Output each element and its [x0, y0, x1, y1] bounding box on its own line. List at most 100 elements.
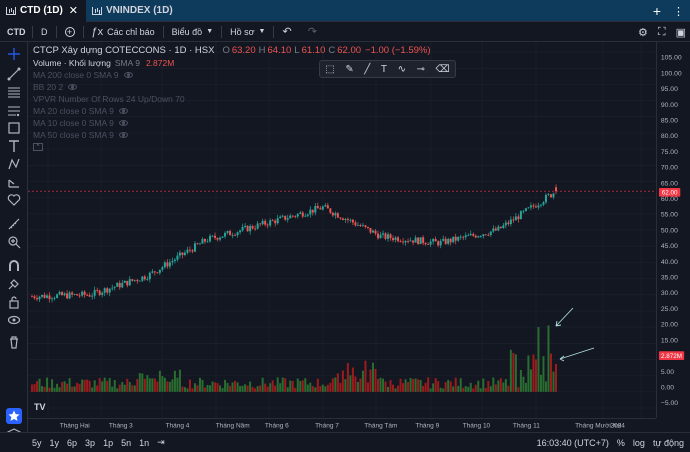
volume-bar	[88, 380, 91, 392]
candle-body	[126, 280, 129, 286]
candle-body	[359, 225, 362, 227]
price-chart[interactable]: TV	[28, 42, 656, 418]
time-tick-label: Tháng 10	[463, 422, 491, 429]
tab-ctd[interactable]: CTD (1D) ✕	[0, 0, 86, 22]
bottom-bar: 5y 1y 6p 3p 1p 5n 1n ⇥ 16:03:40 (UTC+7) …	[0, 432, 690, 452]
volume-bar	[269, 383, 272, 392]
volume-bar	[439, 387, 442, 392]
candle-body	[432, 239, 435, 242]
select-rectangle-icon[interactable]: ⬚	[325, 63, 335, 75]
candle-body	[434, 239, 437, 242]
chart-type-button[interactable]: Biểu đồ ▼	[164, 22, 221, 42]
candle-body	[274, 220, 277, 224]
line-icon[interactable]: ╱	[364, 63, 371, 75]
legend-main-series[interactable]: CTCP Xây dựng COTECCONS · 1D · HSX O 63.2…	[33, 45, 431, 57]
volume-bar	[274, 385, 277, 392]
rectangle-icon[interactable]	[6, 120, 22, 136]
compare-button[interactable]: +	[57, 22, 83, 42]
measure-icon[interactable]	[6, 174, 22, 190]
add-tab-icon[interactable]: +	[652, 3, 661, 19]
range-6m[interactable]: 6p	[67, 437, 78, 448]
auto-toggle[interactable]: tự động	[652, 438, 684, 448]
clock[interactable]: 16:03:40 (UTC+7)	[536, 438, 609, 448]
time-axis[interactable]: Tháng Hai Tháng 3 Tháng 4 Tháng Năm Tháng 6 T…	[28, 418, 656, 432]
legend-study[interactable]: MA 20 close 0 SMA 9	[33, 105, 431, 117]
hidden-eye-icon[interactable]	[118, 120, 128, 126]
crosshair-icon[interactable]	[6, 46, 22, 62]
ruler-icon[interactable]	[6, 216, 22, 232]
candle-body	[512, 219, 515, 221]
volume-bar	[276, 377, 279, 392]
range-1d[interactable]: 1n	[139, 437, 150, 448]
tab-vnindex[interactable]: VNINDEX (1D)	[86, 0, 181, 22]
candle-body	[241, 226, 244, 231]
legend-collapse[interactable]: ^	[33, 141, 431, 153]
eye-icon[interactable]	[6, 312, 22, 328]
candle-body	[356, 225, 359, 226]
favorites-star-icon[interactable]	[6, 408, 22, 424]
profile-button[interactable]: Hồ sơ ▼	[222, 22, 273, 42]
magnet-icon[interactable]	[6, 258, 22, 274]
volume-bar	[537, 327, 540, 392]
text-icon[interactable]: T	[380, 63, 387, 75]
undo-button[interactable]: ↶	[274, 22, 299, 42]
fib-lines-icon[interactable]	[6, 84, 22, 100]
horizontal-ray-icon[interactable]: ⊸	[416, 63, 425, 75]
settings-gear-icon[interactable]: ⚙	[638, 26, 648, 39]
brush-icon[interactable]: ✎	[345, 63, 354, 75]
pattern-icon[interactable]	[6, 102, 22, 118]
volume-bar	[502, 382, 505, 392]
legend-study[interactable]: BB 20 2	[33, 81, 431, 93]
goto-date-icon[interactable]: ⇥	[157, 437, 165, 447]
interval-selector[interactable]: D	[41, 26, 48, 37]
add-symbol-icon: +	[64, 26, 75, 37]
price-tick-label: 25.00	[661, 306, 678, 313]
stay-drawing-icon[interactable]	[6, 276, 22, 292]
legend-study[interactable]: VPVR Number Of Rows 24 Up/Down 70	[33, 93, 431, 105]
candle-body	[121, 282, 124, 288]
legend-volume[interactable]: Volume · Khối lượng SMA 9 2.872M	[33, 57, 431, 69]
hidden-eye-icon[interactable]	[118, 132, 128, 138]
range-1y[interactable]: 1y	[49, 437, 60, 448]
hidden-eye-icon[interactable]	[68, 84, 78, 90]
volume-bar	[442, 388, 445, 392]
volume-bar	[359, 378, 362, 392]
annotation-arrow-lower	[559, 347, 595, 360]
range-5y[interactable]: 5y	[32, 437, 42, 448]
hidden-eye-icon[interactable]	[123, 72, 133, 78]
path-icon[interactable]: ∿	[397, 63, 406, 75]
trash-icon[interactable]	[6, 334, 22, 350]
percent-toggle[interactable]: %	[616, 438, 625, 448]
candle-body	[309, 209, 312, 215]
candle-body	[206, 241, 209, 243]
text-icon[interactable]	[6, 138, 22, 154]
legend-study[interactable]: MA 10 close 0 SMA 9	[33, 117, 431, 129]
screenshot-camera-icon[interactable]: ▣	[675, 26, 686, 39]
candle-body	[259, 223, 262, 225]
hidden-eye-icon[interactable]	[118, 108, 128, 114]
eraser-icon[interactable]: ⌫	[435, 63, 450, 75]
candle-body	[256, 223, 259, 229]
volume-bar	[549, 353, 552, 392]
lock-icon[interactable]	[6, 294, 22, 310]
heart-icon[interactable]	[6, 192, 22, 208]
log-toggle[interactable]: log	[632, 438, 645, 448]
candle-body	[552, 193, 555, 198]
forecast-icon[interactable]	[6, 156, 22, 172]
price-axis[interactable]: 105.00 100.00 95.00 90.00 85.00 80.00 75.00 70.…	[656, 42, 690, 418]
symbol-search[interactable]: CTD	[7, 26, 26, 37]
range-1m[interactable]: 1p	[103, 437, 114, 448]
more-icon[interactable]: ⋮	[673, 5, 684, 18]
legend-study[interactable]: MA 50 close 0 SMA 9	[33, 129, 431, 141]
fullscreen-icon[interactable]: ⛶	[657, 25, 666, 38]
volume-bar	[479, 388, 482, 392]
close-tab-icon[interactable]: ✕	[68, 5, 78, 17]
trend-line-icon[interactable]	[6, 66, 22, 82]
indicators-button[interactable]: ƒx Các chỉ báo	[84, 22, 163, 42]
redo-button[interactable]: ↷	[300, 22, 325, 42]
candle-body	[166, 262, 169, 267]
zoom-in-icon[interactable]	[6, 234, 22, 250]
range-5d[interactable]: 5n	[121, 437, 132, 448]
legend-study[interactable]: MA 200 close 0 SMA 9	[33, 69, 431, 81]
range-3m[interactable]: 3p	[85, 437, 96, 448]
